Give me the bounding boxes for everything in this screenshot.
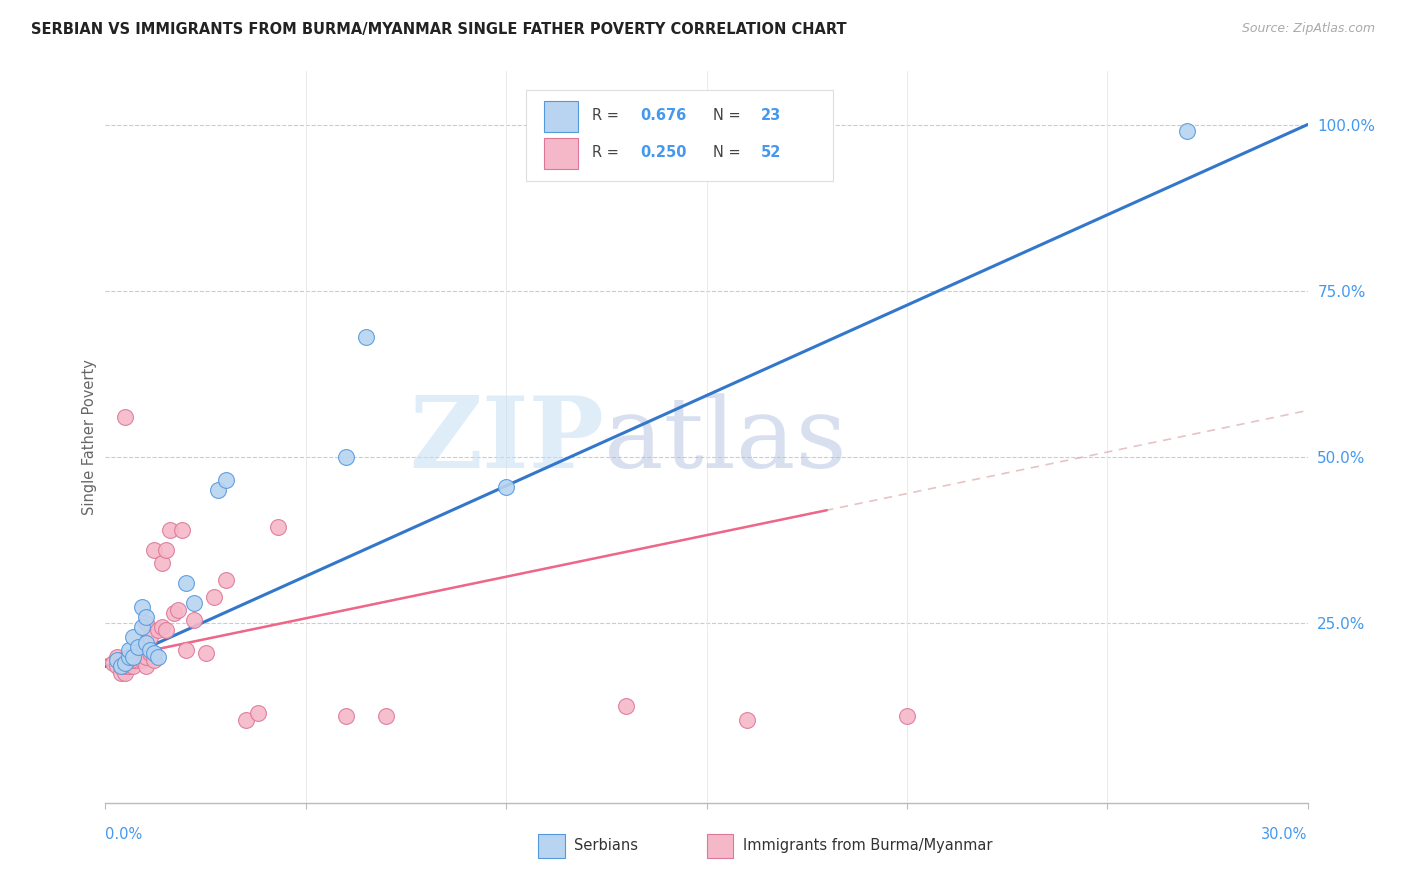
Text: ZIP: ZIP <box>409 392 605 489</box>
Text: 0.250: 0.250 <box>640 145 688 160</box>
Point <box>335 709 357 723</box>
Text: 52: 52 <box>761 145 780 160</box>
Point <box>155 543 177 558</box>
Point <box>162 607 184 621</box>
Text: 0.0%: 0.0% <box>105 827 142 841</box>
Point <box>131 619 153 633</box>
Point <box>131 653 153 667</box>
Point <box>183 596 205 610</box>
Point <box>138 630 160 644</box>
Point <box>135 636 157 650</box>
Point <box>118 653 141 667</box>
Point <box>122 653 145 667</box>
Point <box>150 557 173 571</box>
Point <box>114 666 136 681</box>
Point <box>122 630 145 644</box>
Point <box>235 713 257 727</box>
Point <box>118 659 141 673</box>
Point <box>135 609 157 624</box>
Point <box>267 520 290 534</box>
Point <box>110 659 132 673</box>
Point <box>246 706 269 720</box>
Point <box>146 623 169 637</box>
Point <box>155 623 177 637</box>
Point <box>135 649 157 664</box>
Text: Serbians: Serbians <box>574 838 638 854</box>
Point <box>495 480 517 494</box>
Point <box>122 653 145 667</box>
Point <box>107 653 129 667</box>
Text: R =: R = <box>592 145 624 160</box>
Point <box>110 653 132 667</box>
Point <box>127 640 149 654</box>
Point <box>122 649 145 664</box>
Point <box>107 649 129 664</box>
Point <box>214 573 236 587</box>
Point <box>142 653 165 667</box>
Point <box>174 643 197 657</box>
Text: N =: N = <box>713 145 745 160</box>
Point <box>735 713 758 727</box>
Point <box>138 646 160 660</box>
Point <box>122 649 145 664</box>
Point <box>214 473 236 487</box>
FancyBboxPatch shape <box>526 90 832 181</box>
Point <box>183 613 205 627</box>
Point <box>127 646 149 660</box>
Point <box>114 656 136 670</box>
Point <box>146 649 169 664</box>
Point <box>142 543 165 558</box>
Point <box>110 666 132 681</box>
Bar <box>707 834 733 858</box>
Text: 23: 23 <box>761 109 780 123</box>
Point <box>135 659 157 673</box>
Point <box>170 523 193 537</box>
Point <box>374 709 398 723</box>
Point <box>118 649 141 664</box>
Point <box>616 699 638 714</box>
Point <box>335 450 357 464</box>
Point <box>110 659 132 673</box>
Point <box>174 576 197 591</box>
Point <box>107 659 129 673</box>
Point <box>127 649 149 664</box>
Point <box>150 619 173 633</box>
Point <box>135 616 157 631</box>
Text: SERBIAN VS IMMIGRANTS FROM BURMA/MYANMAR SINGLE FATHER POVERTY CORRELATION CHART: SERBIAN VS IMMIGRANTS FROM BURMA/MYANMAR… <box>31 22 846 37</box>
Bar <box>544 102 578 132</box>
Point <box>131 643 153 657</box>
Point <box>114 653 136 667</box>
Point <box>159 523 181 537</box>
Text: 0.676: 0.676 <box>640 109 686 123</box>
Point <box>103 656 125 670</box>
Point <box>138 643 160 657</box>
Point <box>202 590 225 604</box>
Text: Immigrants from Burma/Myanmar: Immigrants from Burma/Myanmar <box>742 838 993 854</box>
Point <box>114 410 136 425</box>
Point <box>142 646 165 660</box>
Point <box>166 603 188 617</box>
Point <box>118 643 141 657</box>
Point <box>131 599 153 614</box>
Point <box>118 649 141 664</box>
Point <box>114 659 136 673</box>
Bar <box>538 834 565 858</box>
Text: N =: N = <box>713 109 745 123</box>
Text: R =: R = <box>592 109 624 123</box>
Point <box>118 656 141 670</box>
Point <box>207 483 229 498</box>
Point <box>122 659 145 673</box>
Point <box>194 646 217 660</box>
Y-axis label: Single Father Poverty: Single Father Poverty <box>82 359 97 515</box>
Point <box>127 653 149 667</box>
Point <box>1177 124 1199 138</box>
Bar <box>544 138 578 169</box>
Text: 30.0%: 30.0% <box>1261 827 1308 841</box>
Point <box>896 709 918 723</box>
Point <box>354 330 377 344</box>
Text: atlas: atlas <box>605 392 846 489</box>
Text: Source: ZipAtlas.com: Source: ZipAtlas.com <box>1241 22 1375 36</box>
